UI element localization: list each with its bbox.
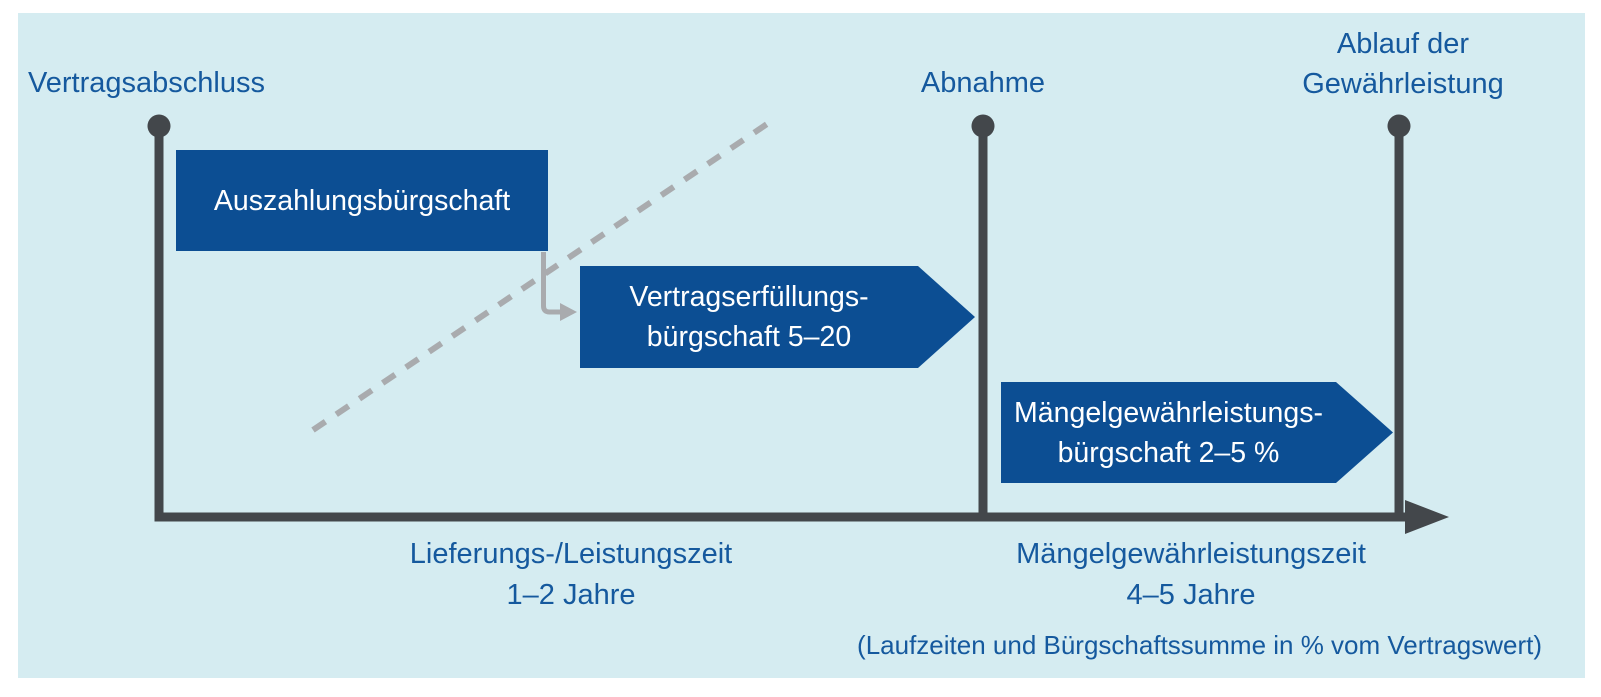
milestone-label-abnahme: Abnahme <box>920 67 1046 99</box>
elbow-connector-line <box>541 252 560 315</box>
milestone-dot-ablauf <box>1387 114 1411 138</box>
elbow-connector-arrowhead-icon <box>560 303 577 321</box>
milestone-label-vertragsabschluss: Vertragsabschluss <box>28 67 265 99</box>
footnote-laufzeiten: (Laufzeiten und Bürgschaftssumme in % vo… <box>857 630 1542 660</box>
guarantee-box-label: Auszahlungsbürgschaft <box>213 184 511 217</box>
guarantee-arrow-box-vertragserfuellungsbuergschaft: Vertragserfüllungs- bürgschaft 5–20 <box>580 266 975 368</box>
period-label-lieferungs-leistungszeit: Lieferungs-/Leistungszeit 1–2 Jahre <box>409 538 733 611</box>
milestone-label-ablauf-der-gewaehrleistung: Ablauf der Gewährleistung <box>1302 28 1504 100</box>
milestone-dot-vertragsabschluss <box>147 114 171 138</box>
time-axis-arrowhead-icon <box>1405 500 1449 534</box>
period-label-maengelgewaehrleistungszeit: Mängelgewährleistungszeit 4–5 Jahre <box>1016 538 1366 611</box>
dashed-diagonal-line <box>311 119 772 433</box>
guarantee-box-label: Mängelgewährleistungs- bürgschaft 2–5 % <box>1014 396 1323 469</box>
guarantee-box-label: Vertragserfüllungs- bürgschaft 5–20 <box>629 281 869 353</box>
guarantee-arrow-box-maengelgewaehrleistungsbuergschaft: Mängelgewährleistungs- bürgschaft 2–5 % <box>1001 382 1393 483</box>
guarantee-box-auszahlungsbuergschaft: Auszahlungsbürgschaft <box>176 150 548 251</box>
milestone-dot-abnahme <box>971 114 995 138</box>
